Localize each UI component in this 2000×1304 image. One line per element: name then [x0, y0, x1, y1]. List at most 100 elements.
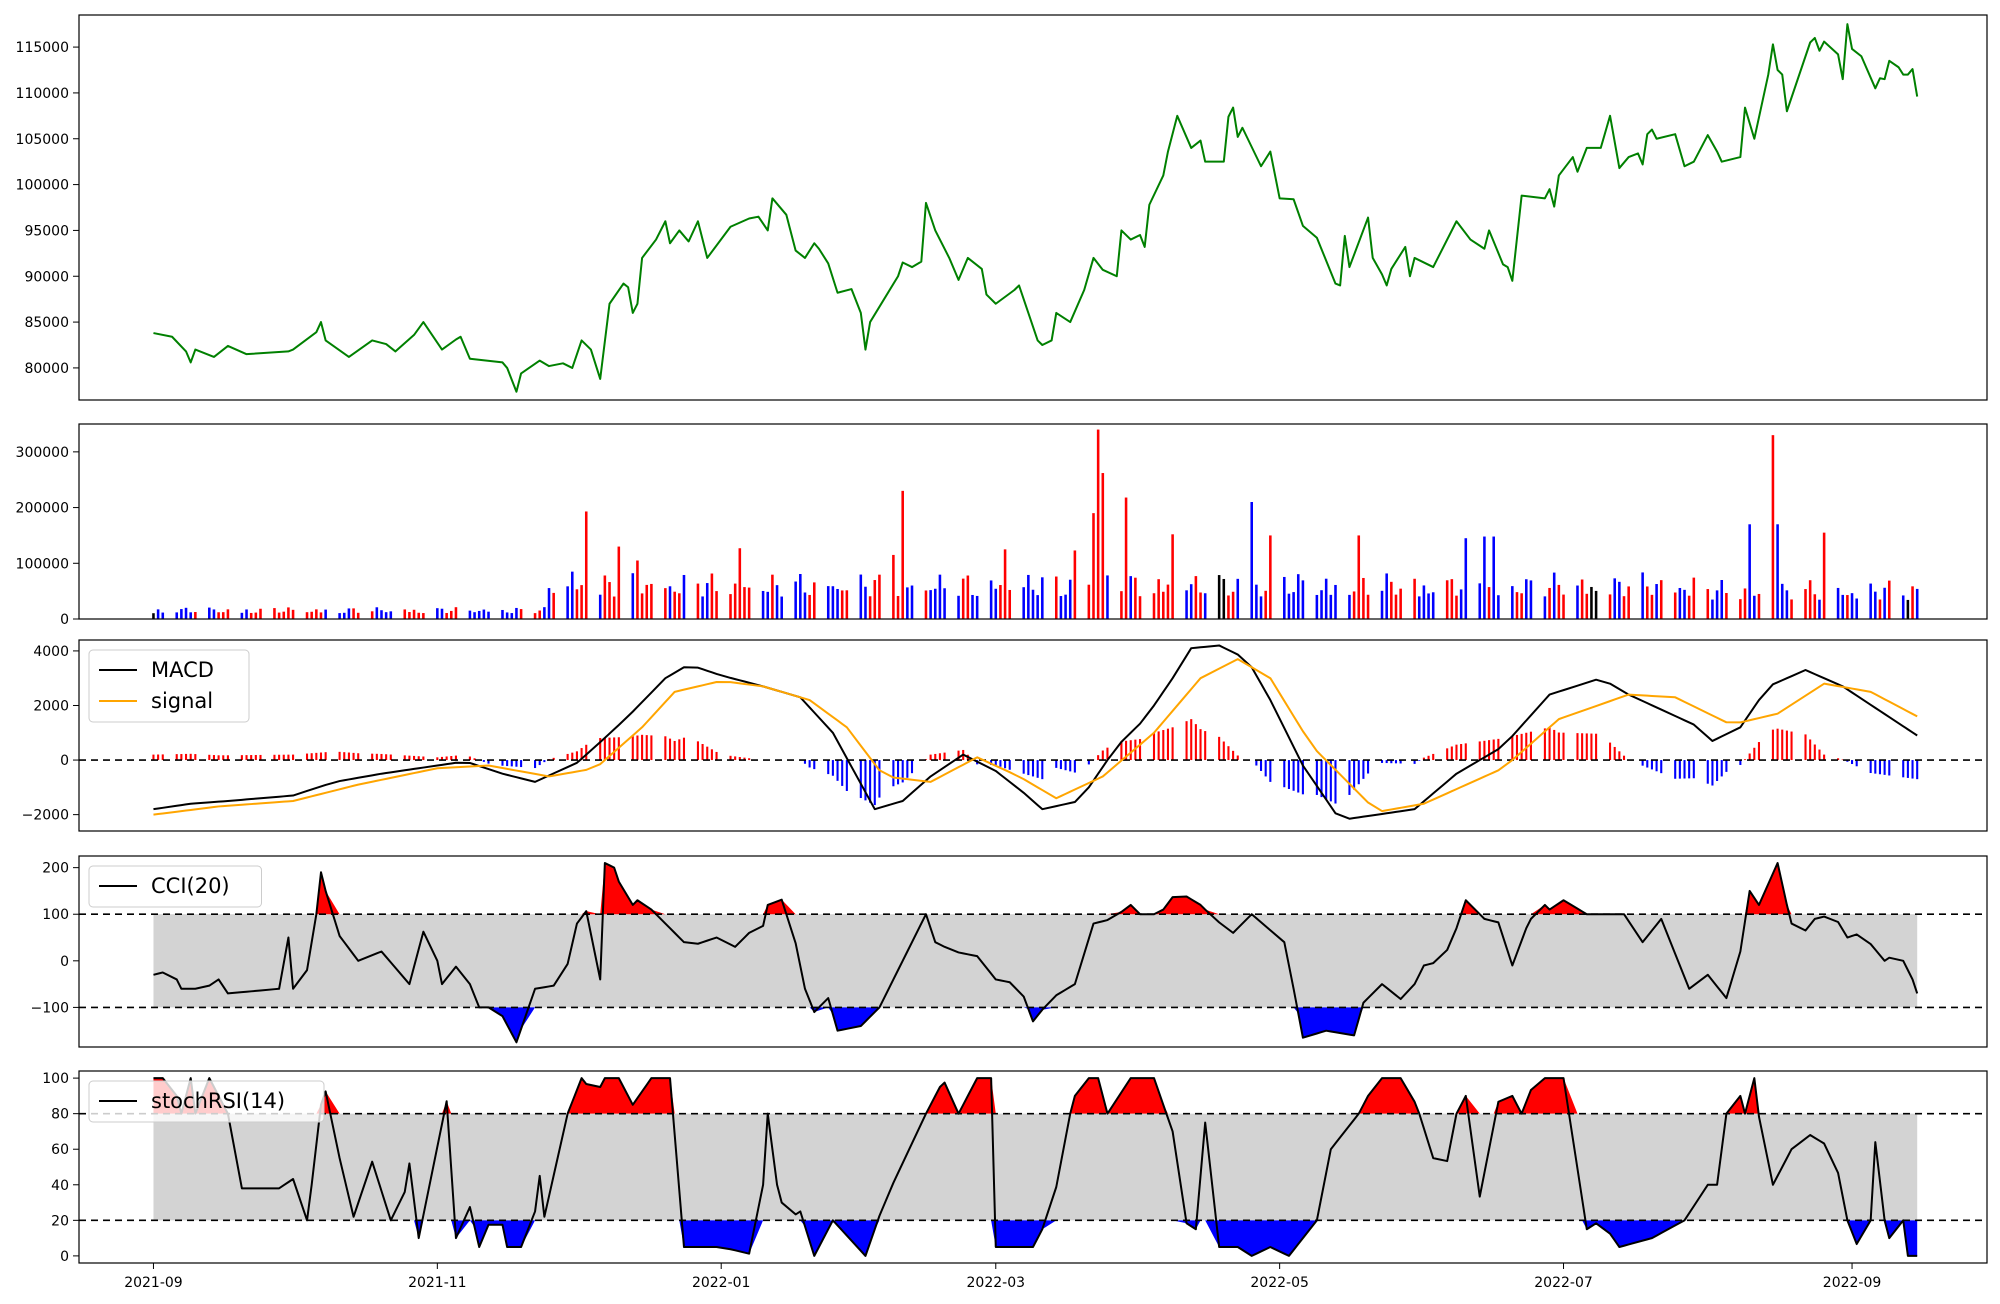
volume-bar	[841, 590, 844, 619]
macd-histogram-bar	[1716, 760, 1718, 781]
volume-bar	[445, 613, 448, 619]
volume-bar	[1418, 596, 1421, 619]
y-tick-label: 2000	[33, 698, 69, 714]
volume-bar	[1097, 430, 1100, 619]
volume-bar	[241, 613, 244, 619]
volume-bar	[1102, 473, 1105, 619]
volume-bar	[1162, 592, 1165, 619]
volume-bar	[1353, 591, 1356, 619]
macd-histogram-bar	[939, 753, 941, 760]
volume-bar	[255, 613, 258, 619]
volume-bar	[1748, 524, 1751, 619]
macd-histogram-bar	[585, 745, 587, 760]
macd-histogram-bar	[934, 754, 936, 760]
volume-bar	[310, 612, 313, 619]
volume-bar	[864, 587, 867, 619]
volume-bar	[929, 590, 932, 619]
macd-histogram-bar	[1325, 760, 1327, 799]
volume-bar	[846, 590, 849, 619]
volume-bar	[385, 612, 388, 619]
macd-histogram-bar	[1911, 760, 1913, 778]
volume-bar	[613, 597, 616, 619]
macd-histogram-bar	[1809, 739, 1811, 760]
volume-bar	[1236, 579, 1239, 619]
macd-histogram-bar	[571, 753, 573, 760]
legend-label: stochRSI(14)	[151, 1089, 285, 1113]
volume-bar	[506, 612, 509, 619]
macd-histogram-bar	[1618, 751, 1620, 760]
macd-histogram-bar	[636, 736, 638, 761]
volume-bar	[1455, 596, 1458, 619]
volume-bar	[1153, 593, 1156, 619]
volume-bar	[376, 607, 379, 619]
macd-histogram-bar	[1721, 760, 1723, 776]
macd-histogram-bar	[1037, 760, 1039, 778]
volume-bar	[1883, 588, 1886, 619]
macd-histogram-bar	[1479, 741, 1481, 760]
volume-bar	[357, 613, 360, 619]
macd-histogram-bar	[878, 760, 880, 798]
volume-bar	[1432, 592, 1435, 619]
macd-histogram-bar	[1856, 760, 1858, 766]
volume-bar	[1804, 589, 1807, 619]
volume-bar	[1907, 600, 1910, 619]
volume-bar	[343, 613, 346, 619]
macd-histogram-bar	[604, 738, 606, 760]
y-tick-label: 100000	[16, 556, 69, 572]
volume-bar	[1544, 596, 1547, 619]
volume-bar	[1516, 592, 1519, 619]
volume-bar	[1641, 572, 1644, 619]
volume-bar	[548, 588, 551, 619]
volume-bar	[1520, 593, 1523, 619]
volume-bar	[701, 596, 704, 619]
plot-frame	[79, 640, 1987, 831]
macd-histogram-bar	[1204, 731, 1206, 760]
macd-histogram-bar	[1097, 755, 1099, 760]
macd-histogram-bar	[1870, 760, 1872, 773]
volume-bar	[455, 607, 458, 619]
volume-bar	[538, 611, 541, 619]
volume-bar	[1492, 537, 1495, 619]
volume-bar	[869, 596, 872, 619]
macd-histogram-bar	[1227, 746, 1229, 760]
volume-bar	[1758, 594, 1761, 619]
volume-bar	[1488, 587, 1491, 619]
macd-histogram-bar	[1530, 732, 1532, 760]
volume-bar	[1092, 513, 1095, 619]
macd-histogram-bar	[185, 754, 187, 760]
volume-bar	[897, 596, 900, 619]
signal-line	[153, 659, 1917, 815]
volume-bar	[1753, 596, 1756, 619]
volume-bar	[1916, 589, 1919, 619]
volume-bar	[1888, 581, 1891, 619]
volume-bar	[1385, 573, 1388, 619]
volume-bar	[1809, 580, 1812, 619]
macd-histogram-bar	[283, 755, 285, 760]
volume-bar	[1264, 591, 1267, 619]
macd-histogram-bar	[1265, 760, 1267, 776]
volume-bar	[390, 611, 393, 619]
macd-histogram-bar	[1576, 733, 1578, 760]
volume-bar	[632, 573, 635, 619]
macd-histogram-bar	[1683, 760, 1685, 778]
macd-histogram-bar	[1009, 760, 1011, 770]
volume-bar	[441, 609, 444, 619]
volume-bar	[1185, 590, 1188, 619]
volume-bar	[580, 585, 583, 619]
macd-histogram-bar	[1758, 742, 1760, 760]
macd-histogram-bar	[1549, 727, 1551, 760]
volume-bar	[1623, 596, 1626, 619]
volume-bar	[1562, 595, 1565, 619]
volume-bar	[999, 585, 1002, 619]
volume-bar	[208, 608, 211, 619]
volume-bar	[487, 612, 490, 619]
macd-histogram-bar	[1041, 760, 1043, 779]
macd-histogram-bar	[1493, 740, 1495, 761]
macd-histogram-bar	[376, 754, 378, 760]
macd-histogram-bar	[1711, 760, 1713, 785]
volume-bar	[413, 610, 416, 619]
macd-histogram-bar	[1590, 734, 1592, 760]
price-panel: 8000085000900009500010000010500011000011…	[16, 15, 1987, 400]
volume-bar	[911, 586, 914, 619]
